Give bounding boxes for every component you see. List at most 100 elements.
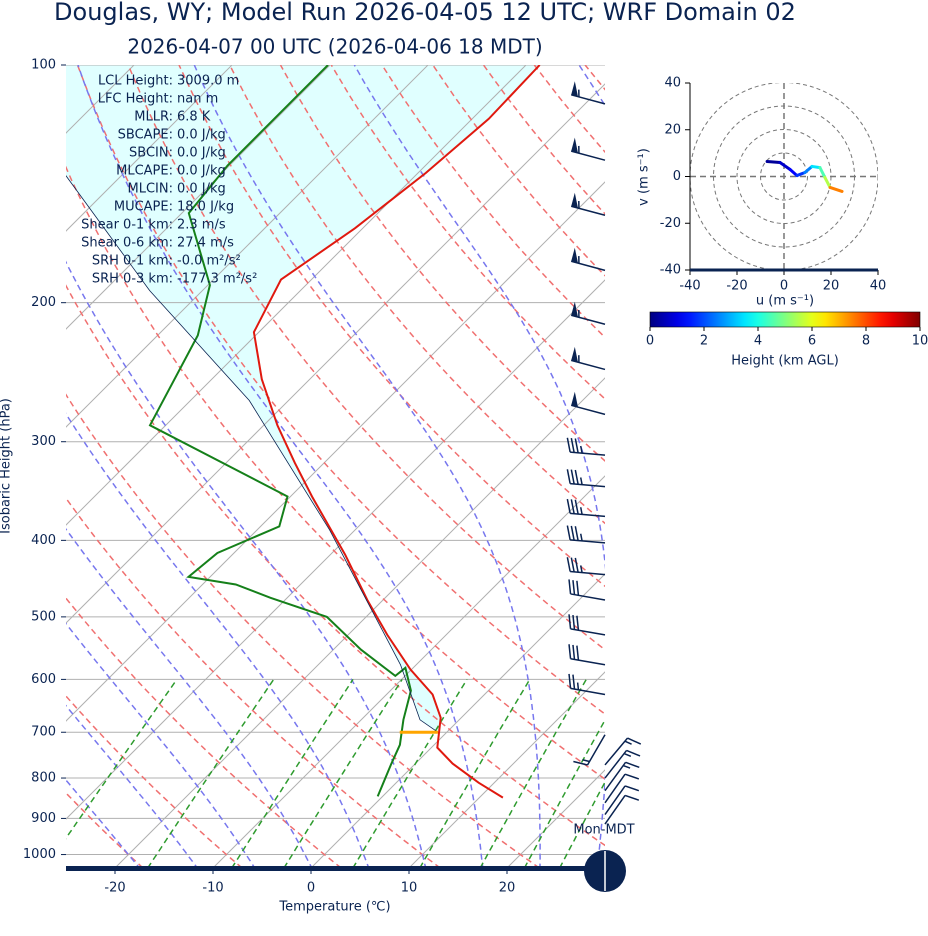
barb-flag: [571, 301, 578, 318]
hodograph-segment: [788, 167, 799, 178]
dewpoint-line: [148, 65, 412, 797]
stat-label: SRH 0-3 km:: [92, 272, 173, 287]
barb-staff: [604, 773, 626, 804]
barb-full: [570, 469, 575, 485]
mixing-ratio-line: [419, 679, 531, 868]
stat-label: MLLR:: [134, 110, 173, 125]
barb-full: [566, 525, 571, 541]
barb-full: [568, 579, 572, 595]
colorbar-tick-label: 8: [862, 334, 870, 349]
hodograph-segment: [823, 175, 832, 189]
dry-adiabat: [636, 65, 928, 868]
mixing-ratio-line: [147, 678, 275, 868]
wind-barb: [604, 773, 640, 804]
wind-barb: [573, 734, 606, 766]
barb-staff: [570, 512, 606, 518]
barb-staff: [604, 737, 629, 766]
stat-label: MLCIN:: [128, 182, 173, 197]
stat-label: LCL Height:: [98, 74, 173, 89]
stat-value: 18.0 J/kg: [177, 200, 234, 215]
wind-barb: [570, 81, 606, 105]
isotherm: [66, 279, 605, 820]
hodograph-plot: [690, 83, 878, 270]
barb-full: [574, 438, 579, 453]
barb-full: [574, 526, 579, 541]
wind-barb: [566, 557, 606, 576]
barb-staff: [604, 749, 628, 779]
wind-barb: [568, 673, 606, 696]
hodograph-segment: [828, 185, 844, 193]
moist-adiabat: [66, 527, 313, 868]
x-tick-label: 10: [401, 881, 418, 896]
wind-barb: [568, 644, 606, 666]
barb-full: [572, 674, 576, 690]
barb-staff: [604, 794, 626, 825]
isotherm: [66, 83, 605, 624]
x-axis-label: Temperature (℃): [278, 900, 390, 915]
stat-label: SBCAPE:: [118, 128, 173, 143]
barb-half: [576, 682, 580, 690]
wind-barb: [570, 137, 606, 161]
dry-adiabat: [66, 694, 243, 868]
isotherm: [506, 769, 605, 868]
dry-adiabat: [737, 65, 928, 868]
mixing-ratio-line: [614, 679, 711, 868]
dry-adiabat: [66, 791, 144, 868]
isotherm: [310, 573, 605, 868]
wind-barb: [566, 437, 606, 456]
stat-label: SBCIN:: [129, 146, 173, 161]
isotherm: [114, 377, 605, 868]
y-tick-label: 600: [31, 672, 56, 687]
x-tick-label: -10: [202, 881, 223, 896]
colorbar-tick-label: 2: [700, 334, 708, 349]
barb-full: [566, 469, 571, 484]
mixing-ratio-line: [479, 679, 587, 868]
barb-full: [566, 437, 571, 453]
dry-adiabat: [229, 65, 605, 525]
dry-adiabat: [66, 597, 342, 868]
barb-staff: [570, 451, 606, 456]
stat-label: SRH 0-1 km:: [92, 254, 173, 269]
hodograph-y-label: v (m s⁻¹): [637, 148, 652, 206]
barb-staff: [586, 734, 606, 766]
parcel-shading: [66, 65, 540, 733]
time-label: Mon-MDT: [573, 823, 634, 838]
dry-adiabat: [76, 65, 605, 715]
stat-label: MUCAPE:: [114, 200, 173, 215]
y-tick-label: 700: [31, 725, 56, 740]
wind-barb: [566, 498, 606, 518]
y-tick-label: 400: [31, 533, 56, 548]
barb-full: [570, 499, 575, 514]
y-tick-label: 0: [673, 169, 681, 184]
dry-adiabat: [839, 65, 928, 868]
y-axis-label: Isobaric Height (hPa): [0, 398, 14, 534]
barb-half: [579, 477, 583, 485]
stat-value: 27.4 m/s: [177, 236, 234, 251]
dry-adiabat: [482, 65, 605, 215]
moist-adiabat: [66, 779, 141, 868]
x-tick-label: -20: [104, 881, 125, 896]
isotherm: [212, 475, 605, 868]
hodograph-segment: [818, 166, 827, 179]
isotherm: [408, 671, 605, 868]
barb-full: [570, 525, 575, 541]
barb-full: [624, 794, 640, 801]
x-tick-label: 0: [780, 279, 788, 294]
wind-barb: [570, 301, 606, 325]
barb-full: [576, 580, 580, 596]
hodograph-axes: -40 -20 0 20 40 -40 -20 0 20 40 0 2 4 6 8 10: [646, 76, 928, 349]
wind-barb: [568, 579, 606, 601]
barb-staff: [570, 628, 606, 636]
dry-adiabat: [66, 284, 605, 847]
y-tick-label: 200: [31, 295, 56, 310]
stat-value: 3009.0 m: [177, 74, 239, 89]
barb-half: [579, 533, 583, 542]
isotherm: [66, 65, 233, 232]
moist-adiabat: [713, 65, 843, 870]
isotherm: [604, 867, 605, 868]
barb-full: [568, 673, 572, 689]
barb-full: [570, 557, 575, 573]
barb-staff: [570, 150, 606, 161]
moist-adiabat: [66, 704, 199, 868]
y-tick-label: 300: [31, 434, 56, 449]
